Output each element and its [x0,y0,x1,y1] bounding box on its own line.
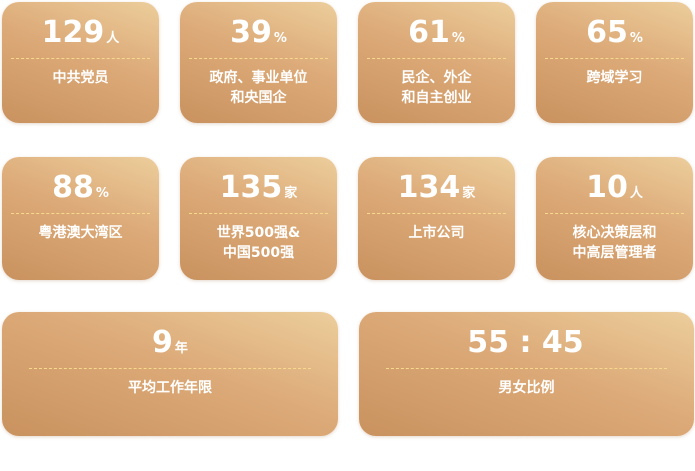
stat-label: 上市公司 [408,225,465,241]
stat-card: 134 家上市公司 [358,157,515,280]
stat-value: 39% [180,14,337,52]
stat-number: 65 [586,15,628,50]
stat-label: 核心决策层和 中高层管理者 [572,225,657,261]
stat-unit: 家 [284,186,298,201]
stat-number: 9 [152,325,173,360]
stat-card: 88% 粤港澳大湾区 [2,157,159,280]
stat-unit: 年 [174,341,188,356]
stat-number: 39 [230,15,272,50]
stat-value: 65% [536,14,693,52]
dashed-divider [367,58,506,59]
dashed-divider [189,213,328,214]
stat-label: 世界500强& 中国500强 [216,225,301,261]
stat-label: 平均工作年限 [128,380,212,396]
dashed-divider [385,368,668,369]
dashed-divider [545,58,684,59]
stat-card: 61% 民企、外企 和自主创业 [358,2,515,123]
stat-number: 135 [219,170,283,205]
stat-unit: % [629,31,643,46]
stat-label: 粤港澳大湾区 [38,225,123,241]
stat-unit: % [95,186,109,201]
stat-label: 男女比例 [498,380,555,396]
stat-value: 10 人 [536,169,693,207]
stat-label: 政府、事业单位 和央国企 [209,70,308,106]
dashed-divider [11,213,150,214]
dashed-divider [11,58,150,59]
stat-card: 129 人中共党员 [2,2,159,123]
stat-value: 129 人 [2,14,159,52]
stat-number: 129 [41,15,105,50]
stat-number: 61 [408,15,450,50]
stat-number: 10 [586,170,628,205]
dashed-divider [367,213,506,214]
stat-value: 88% [2,169,159,207]
stat-card: 9 年平均工作年限 [2,312,338,436]
stat-unit: 人 [106,31,120,46]
stat-value: 55 : 45 [359,324,694,362]
stat-card: 135 家世界500强& 中国500强 [180,157,337,280]
stat-number: 88 [52,170,94,205]
stat-unit: % [451,31,465,46]
dashed-divider [28,368,312,369]
stat-number: 55 : 45 [467,325,584,360]
stat-label: 中共党员 [52,70,109,86]
stat-value: 134 家 [358,169,515,207]
stat-value: 61% [358,14,515,52]
stat-card: 39% 政府、事业单位 和央国企 [180,2,337,123]
stat-label: 跨域学习 [586,70,643,86]
stat-card: 65% 跨域学习 [536,2,693,123]
stat-value: 135 家 [180,169,337,207]
stat-unit: 家 [462,186,476,201]
dashed-divider [189,58,328,59]
stat-unit: 人 [629,186,643,201]
stat-label: 民企、外企 和自主创业 [401,70,472,106]
stat-number: 134 [397,170,461,205]
stat-unit: % [273,31,287,46]
dashed-divider [545,213,684,214]
stat-card: 10 人核心决策层和 中高层管理者 [536,157,693,280]
stat-card: 55 : 45 男女比例 [359,312,694,436]
